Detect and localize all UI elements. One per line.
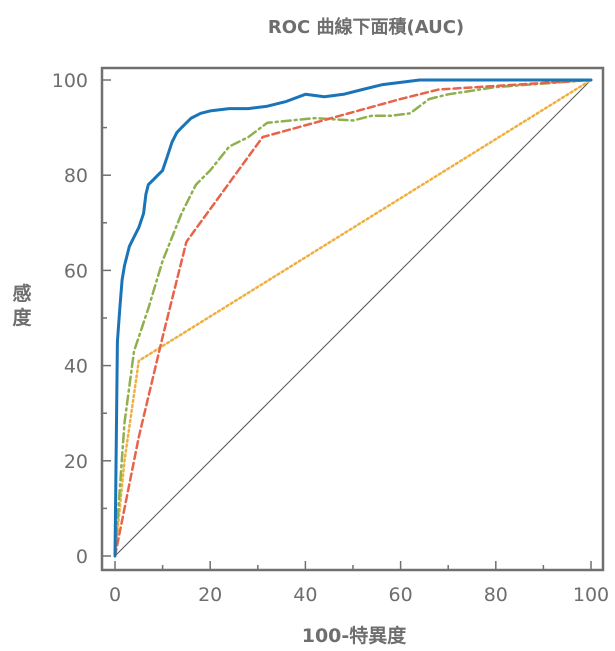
x-axis-title: 100-特異度 [302, 624, 408, 647]
chart-title: ROC 曲線下面積(AUC) [268, 16, 464, 38]
y-tick-label: 40 [64, 356, 88, 378]
x-tick-label: 40 [293, 584, 317, 606]
x-tick-label: 60 [389, 584, 413, 606]
roc-series-line-5 [114, 79, 592, 557]
series-group [113, 78, 593, 558]
y-tick-labels: 0 20 40 60 80 100 [52, 70, 88, 568]
roc-series-line-3 [113, 78, 593, 558]
y-tick-label: 20 [64, 451, 88, 473]
y-tick-label: 60 [64, 260, 88, 282]
roc-series-line-1 [113, 78, 593, 558]
axis-ticks [102, 79, 592, 570]
y-axis-title: 感度 [12, 282, 32, 329]
x-tick-label: 20 [198, 584, 222, 606]
x-tick-label: 0 [109, 584, 121, 606]
x-tick-label: 80 [484, 584, 508, 606]
roc-series-line-2 [113, 78, 593, 558]
y-tick-label: 100 [52, 70, 88, 92]
roc-series-line-4 [113, 78, 593, 558]
x-tick-labels: 0 20 40 60 80 100 [109, 584, 609, 606]
x-tick-label: 100 [573, 584, 609, 606]
y-tick-label: 80 [64, 165, 88, 187]
y-tick-label: 0 [76, 546, 88, 568]
